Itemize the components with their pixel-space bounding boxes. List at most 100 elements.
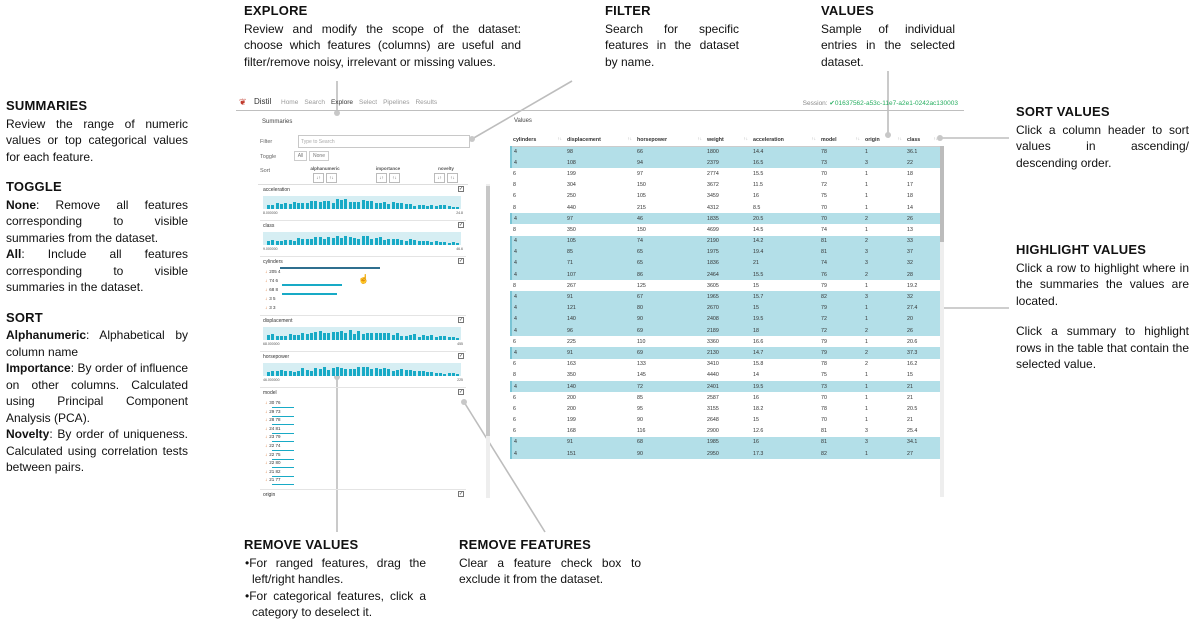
model-category-5[interactable]: ↓ 23 79 [265,434,281,440]
nav-search[interactable]: Search [304,99,325,106]
table-row[interactable]: 8 304 150 3672 11.5 72 1 17 [511,180,941,191]
summary-acceleration[interactable]: acceleration ✓ 8.000000 24.8 [260,185,466,221]
model-category-3[interactable]: ↓ 28 78 [265,417,281,423]
nav-pipelines[interactable]: Pipelines [383,99,410,106]
summary-class-checkbox[interactable]: ✓ [458,222,464,228]
model-category-10[interactable]: ↓ 21 77 [265,477,281,483]
summary-class-min[interactable]: 9.000000 [263,247,278,251]
model-category-7[interactable]: ↓ 22 75 [265,451,281,457]
sort-alphanumeric-desc-button[interactable]: ↑↓ [326,173,337,183]
column-header-class[interactable]: class ↑↓ [905,134,941,147]
cylinders-category-3[interactable]: ↓ 68 8 [265,287,279,292]
table-row[interactable]: 8 440 215 4312 8.5 70 1 14 [511,202,941,213]
table-row[interactable]: 4 98 66 1800 14.4 78 1 36.1 [510,146,941,158]
nav-results[interactable]: Results [415,99,438,106]
summary-model-checkbox[interactable]: ✓ [458,389,464,395]
summary-displacement-checkbox[interactable]: ✓ [458,317,464,323]
toggle-none-button[interactable]: None [309,151,329,161]
model-category-8[interactable]: ↓ 22 80 [265,460,281,466]
sort-arrows-icon[interactable]: ↑↓ [933,136,939,141]
table-row[interactable]: 4 91 69 2130 14.7 79 2 37.3 [510,347,941,359]
model-category-4[interactable]: ↓ 24 81 [265,425,281,431]
table-row[interactable]: 4 121 80 2670 15 79 1 27.4 [510,302,941,314]
cylinders-category-1[interactable]: ↓ 205 4 [265,269,281,274]
summary-acceleration-min[interactable]: 8.000000 [263,211,278,215]
values-scrollbar-thumb[interactable] [940,146,944,242]
summary-model[interactable]: model ✓ ↓ 30 76 ↓ 29 73 ↓ 28 78 ↓ 24 81 ↓ 23 79 ↓ 2… [260,388,466,490]
summary-origin-checkbox[interactable]: ✓ [458,491,464,497]
sort-arrows-icon[interactable]: ↑↓ [557,136,563,141]
column-header-origin[interactable]: origin ↑↓ [863,134,905,147]
summary-horsepower-max[interactable]: 225 [457,378,463,382]
table-row[interactable]: 4 91 67 1965 15.7 82 3 32 [510,291,941,303]
filter-input[interactable]: Type to Search [298,135,470,148]
nav-home[interactable]: Home [281,99,299,106]
summary-cylinders-checkbox[interactable]: ✓ [458,258,464,264]
table-row[interactable]: 4 107 86 2464 15.5 76 2 28 [510,269,941,281]
table-row[interactable]: 4 105 74 2190 14.2 81 2 33 [510,235,941,247]
cylinders-category-4[interactable]: ↓ 3 5 [265,296,276,301]
nav-explore[interactable]: Explore [330,99,353,106]
summary-acceleration-histogram[interactable] [263,196,461,209]
nav-select[interactable]: Select [359,99,378,106]
column-header-horsepower[interactable]: horsepower ↑↓ [635,134,705,147]
table-row[interactable]: 6 225 110 3360 16.6 79 1 20.6 [511,336,941,347]
toggle-all-button[interactable]: All [294,151,307,161]
sort-arrows-icon[interactable]: ↑↓ [743,136,749,141]
sort-importance-desc-button[interactable]: ↑↓ [389,173,400,183]
table-row[interactable]: 4 151 90 2950 17.3 82 1 27 [510,448,941,460]
sort-arrows-icon[interactable]: ↑↓ [811,136,817,141]
summary-displacement[interactable]: displacement ✓ 68.000000 455 [260,316,466,352]
cylinders-category-2[interactable]: ↓ 74 6 [265,278,279,283]
sort-novelty-desc-button[interactable]: ↑↓ [447,173,458,183]
table-row[interactable]: 4 71 65 1836 21 74 3 32 [510,257,941,270]
sort-novelty-asc-button[interactable]: ↓↑ [434,173,445,183]
summary-horsepower-histogram[interactable] [263,363,461,376]
sort-alphanumeric-asc-button[interactable]: ↓↑ [313,173,324,183]
summary-displacement-min[interactable]: 68.000000 [263,342,280,346]
table-row[interactable]: 6 200 85 2587 16 70 1 21 [511,392,941,403]
column-header-cylinders[interactable]: cylinders ↑↓ [511,134,565,147]
table-row[interactable]: 4 97 46 1835 20.5 70 2 26 [510,213,941,225]
summary-acceleration-max[interactable]: 24.8 [456,211,463,215]
summary-class-histogram[interactable] [263,232,461,245]
cylinders-category-5[interactable]: ↓ 3 3 [265,305,276,310]
summary-origin[interactable]: origin ✓ [260,490,466,498]
summary-acceleration-checkbox[interactable]: ✓ [458,186,464,192]
summary-horsepower-checkbox[interactable]: ✓ [458,353,464,359]
table-row[interactable]: 4 91 68 1985 16 81 3 34.1 [510,436,941,449]
table-row[interactable]: 6 199 97 2774 15.5 70 1 18 [511,168,941,179]
values-scrollbar[interactable] [940,146,944,497]
column-header-acceleration[interactable]: acceleration ↑↓ [751,134,819,147]
summary-class-max[interactable]: 46.6 [456,247,463,251]
table-row[interactable]: 6 163 133 3410 15.8 78 2 16.2 [511,359,941,370]
table-row[interactable]: 4 96 69 2189 18 72 2 26 [510,325,941,337]
table-row[interactable]: 4 108 94 2379 16.5 73 3 22 [510,157,941,169]
table-row[interactable]: 6 199 90 2648 15 70 1 21 [511,415,941,426]
table-row[interactable]: 6 168 116 2900 12.6 81 3 25.4 [511,426,941,437]
summaries-scrollbar[interactable] [486,184,490,498]
summary-displacement-max[interactable]: 455 [457,342,463,346]
model-category-6[interactable]: ↓ 22 74 [265,443,281,448]
sort-arrows-icon[interactable]: ↑↓ [697,136,703,141]
model-category-2[interactable]: ↓ 29 73 [265,408,281,414]
table-row[interactable]: 8 350 145 4440 14 75 1 15 [511,370,941,381]
summary-cylinders[interactable]: cylinders ✓ ↓ 205 4 ↓ 74 6 ↓ 68 8 ↓ 3 5 ↓ 3 3… [260,257,466,316]
table-row[interactable]: 4 140 72 2401 19.5 73 1 21 [510,380,941,393]
table-row[interactable]: 8 267 125 3605 15 79 1 19.2 [511,280,941,291]
model-category-9[interactable]: ↓ 21 82 [265,468,281,474]
sort-arrows-icon[interactable]: ↑↓ [897,136,903,141]
sort-arrows-icon[interactable]: ↑↓ [627,136,633,141]
summary-horsepower[interactable]: horsepower ✓ 46.000000 225 [260,352,466,388]
column-header-model[interactable]: model ↑↓ [819,134,863,147]
sort-arrows-icon[interactable]: ↑↓ [855,136,861,141]
sort-importance-asc-button[interactable]: ↓↑ [376,173,387,183]
model-category-1[interactable]: ↓ 30 76 [265,400,281,405]
summary-displacement-histogram[interactable] [263,327,461,340]
summary-horsepower-min[interactable]: 46.000000 [263,378,280,382]
column-header-displacement[interactable]: displacement ↑↓ [565,134,635,147]
table-row[interactable]: 4 140 90 2408 19.5 72 1 20 [510,313,941,325]
column-header-weight[interactable]: weight ↑↓ [705,134,751,147]
summaries-scrollbar-thumb[interactable] [486,186,490,436]
table-row[interactable]: 6 200 95 3155 18.2 78 1 20.5 [511,403,941,414]
